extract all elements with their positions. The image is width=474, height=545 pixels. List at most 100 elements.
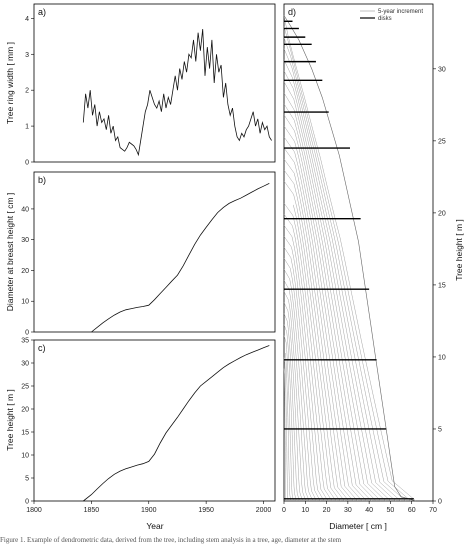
panel-a: a) Tree ring width [ mm ] 0 1 2 3 4 [5,3,276,167]
panel-a-series-line [82,29,272,157]
panel-c-xticks: 1800 1850 1900 1950 2000 [26,501,271,514]
panel-c-xtick-label: 1850 [84,507,100,514]
panel-b: b) Diameter at breast height [ cm ] 0 10 2… [5,171,276,337]
panel-b-yticks: 0 10 20 30 40 [21,206,34,337]
panel-d-yticks: 0 5 10 15 20 25 30 [433,66,446,506]
panel-c-xtick-label: 1900 [141,507,157,514]
increment-curve [283,313,300,502]
panel-d-frame [283,3,434,502]
increment-curve [283,180,345,502]
panel-b-ytick-label: 20 [21,268,29,275]
legend-increment-label: 5-year increment [378,9,423,15]
increment-curve [283,114,372,502]
panel-a-marks [82,29,272,157]
increment-curve [283,236,325,502]
panel-c-ytick-label: 20 [21,407,29,414]
panel-c-xtick-label: 1950 [198,507,214,514]
figure-caption: Figure 1. Example of dendrometric data, … [0,536,342,544]
panel-d-label: d) [288,7,296,17]
panel-d-xtick-label: 0 [282,507,286,514]
panel-d-xtick-label: 20 [323,507,331,514]
increment-curve [283,269,314,502]
panel-b-frame [33,171,276,333]
increment-curve [283,26,411,502]
panel-d-xlabel: Diameter [ cm ] [329,521,387,531]
panel-c: c) Tree height [ m ] Year 0 5 10 15 20 25 30 35… [5,338,276,531]
panel-d-ytick-label: 25 [438,138,446,145]
panel-c-label: c) [38,343,46,353]
panel-b-series-line [91,183,270,333]
increment-curve [283,92,382,502]
increment-curve [293,204,341,502]
panel-b-ytick-label: 30 [21,237,29,244]
panel-d-ylabel: Tree height [ m ] [454,219,464,281]
increment-curve [283,59,396,502]
increment-curve [283,147,358,502]
panel-c-series-line [83,345,270,502]
increment-curve [283,48,401,502]
increment-curve [283,258,317,502]
panel-b-ytick-label: 40 [21,206,29,213]
panel-d-ytick-label: 20 [438,210,446,217]
panel-c-xlabel: Year [146,521,163,531]
panel-d-xtick-label: 30 [344,507,352,514]
legend-disks-label: disks [378,16,392,22]
panel-d-xtick-label: 10 [301,507,309,514]
panel-d-xtick-label: 50 [387,507,395,514]
panel-c-marks [83,345,270,502]
panel-c-ytick-label: 30 [21,361,29,368]
outer-stem-profile [283,15,417,502]
panel-d-ytick-label: 10 [438,354,446,361]
panel-c-yticks: 0 5 10 15 20 25 30 35 [21,338,34,506]
panel-c-frame [33,339,276,502]
increment-curve [283,225,329,502]
increment-curve [285,352,291,502]
increment-curve [283,335,294,502]
increment-curve [283,280,310,502]
panel-c-ytick-label: 5 [25,476,29,483]
increment-curve [283,158,354,502]
panel-d-xtick-label: 60 [408,507,416,514]
panel-a-ytick-label: 3 [25,52,29,59]
increment-curve [283,125,367,502]
panel-c-xtick-label: 1800 [26,507,42,514]
increment-curve [283,324,297,502]
panel-d-xtick-label: 70 [429,507,437,514]
panel-d-xtick-label: 40 [365,507,373,514]
increment-curve [283,81,386,502]
increment-curve [283,169,349,502]
panel-d-ytick-label: 30 [438,66,446,73]
panel-a-ytick-label: 0 [25,160,29,167]
panel-a-ytick-label: 4 [25,16,29,23]
increment-curve [283,291,307,502]
panel-d-ytick-label: 5 [438,426,442,433]
panel-d-ytick-label: 0 [438,499,442,506]
panel-a-yticks: 0 1 2 3 4 [25,16,34,167]
panel-d-legend: 5-year increment disks [360,9,423,22]
panel-c-xtick-label: 2000 [256,507,272,514]
panel-a-ytick-label: 2 [25,88,29,95]
panel-c-ytick-label: 25 [21,384,29,391]
panel-a-label: a) [38,7,46,17]
panel-a-ytick-label: 1 [25,124,29,131]
panel-d: d) Tree height [ m ] Diameter [ cm ] 5-y… [282,3,464,531]
increment-curve [283,213,333,502]
increment-curve [283,103,377,502]
panel-b-ylabel: Diameter at breast height [ cm ] [5,193,15,312]
panel-c-ylabel: Tree height [ m ] [5,389,15,451]
increment-curve [283,136,363,502]
increment-curve [283,37,406,502]
panel-c-ytick-label: 35 [21,338,29,345]
increment-curve [283,368,287,502]
panel-c-ytick-label: 0 [25,499,29,506]
panel-b-ytick-label: 10 [21,299,29,306]
panel-a-frame [33,3,276,163]
panel-d-ytick-label: 15 [438,282,446,289]
panel-b-label: b) [38,175,46,185]
increment-curve [283,15,417,502]
increment-curve [283,302,303,502]
panel-b-marks [91,183,270,333]
increment-curve [283,202,337,502]
panel-c-ytick-label: 10 [21,453,29,460]
